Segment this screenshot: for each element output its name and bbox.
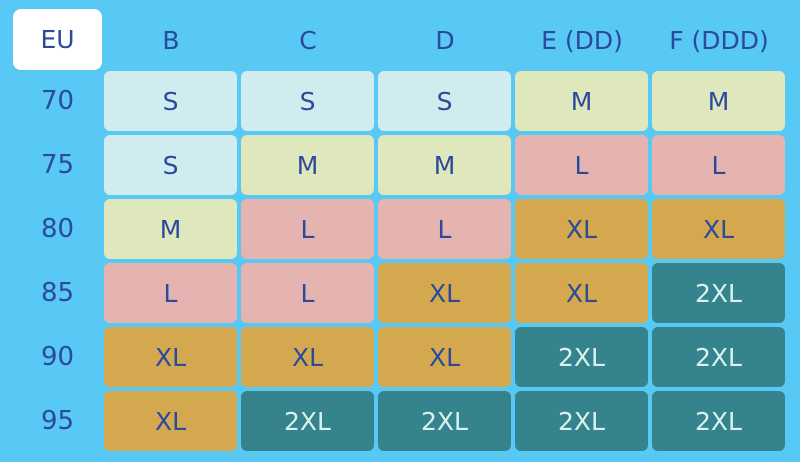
size-cell: 2XL	[652, 327, 785, 387]
size-cell: S	[104, 135, 237, 195]
size-cell: S	[378, 71, 511, 131]
column-header-e-dd: E (DD)	[541, 25, 623, 55]
size-cell: XL	[104, 391, 237, 451]
row-header-75: 75	[40, 150, 75, 180]
column-header-d: D	[435, 25, 455, 55]
size-cell: XL	[104, 327, 237, 387]
size-cell: L	[515, 135, 648, 195]
column-header-f-ddd: F (DDD)	[669, 25, 769, 55]
size-cell: S	[104, 71, 237, 131]
size-cell: L	[378, 199, 511, 259]
size-cell: L	[104, 263, 237, 323]
size-cell: 2XL	[652, 263, 785, 323]
size-cell: 2XL	[378, 391, 511, 451]
size-cell: 2XL	[241, 391, 374, 451]
eu-header-cell: EU	[13, 9, 102, 70]
size-cell: L	[652, 135, 785, 195]
row-header-90: 90	[40, 342, 75, 372]
size-cell: XL	[515, 199, 648, 259]
size-cell: 2XL	[515, 327, 648, 387]
size-cell: XL	[652, 199, 785, 259]
row-header-70: 70	[40, 86, 75, 116]
size-cell: S	[241, 71, 374, 131]
size-cell: XL	[378, 327, 511, 387]
row-header-80: 80	[40, 214, 75, 244]
size-cell: L	[241, 263, 374, 323]
size-cell: 2XL	[515, 391, 648, 451]
column-header-b: B	[162, 25, 180, 55]
row-header-85: 85	[40, 278, 75, 308]
size-cell: M	[104, 199, 237, 259]
size-cell: 2XL	[652, 391, 785, 451]
size-cell: XL	[515, 263, 648, 323]
size-cell: M	[652, 71, 785, 131]
size-cell: M	[378, 135, 511, 195]
size-cell: XL	[241, 327, 374, 387]
size-cell: L	[241, 199, 374, 259]
size-cell: M	[241, 135, 374, 195]
size-cell: XL	[378, 263, 511, 323]
row-header-95: 95	[40, 406, 75, 436]
column-header-c: C	[299, 25, 317, 55]
size-cell: M	[515, 71, 648, 131]
